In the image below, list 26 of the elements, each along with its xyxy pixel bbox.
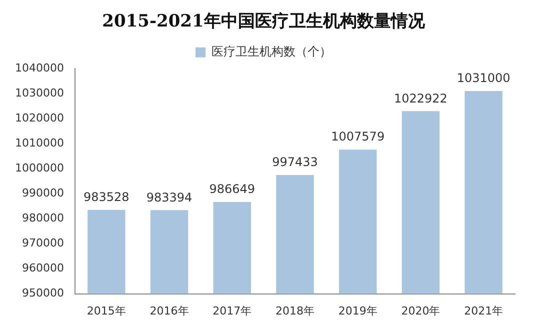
data-label: 983528: [84, 190, 130, 204]
data-label: 1022922: [394, 91, 448, 106]
data-label: 986649: [209, 182, 256, 196]
legend-label: 医疗卫生机构数（个）: [212, 44, 332, 59]
y-tick-label: 990000: [22, 186, 64, 200]
x-tick-label: 2020年: [401, 304, 440, 318]
data-label: 983394: [146, 190, 192, 204]
y-tick-label: 1030000: [14, 86, 64, 100]
data-label: 1007579: [331, 130, 385, 144]
data-label: 1031000: [456, 71, 510, 86]
x-tick-label: 2016年: [150, 304, 189, 318]
x-tick-label: 2017年: [212, 304, 252, 318]
x-tick-label: 2019年: [338, 304, 378, 318]
y-tick-label: 1020000: [14, 111, 64, 124]
y-tick-label: 1000000: [14, 161, 64, 174]
y-tick-label: 980000: [22, 212, 64, 225]
y-tick-label: 1010000: [14, 136, 64, 150]
y-tick-label: 1040000: [14, 61, 64, 74]
y-tick-label: 970000: [22, 236, 64, 250]
data-label: 997433: [272, 155, 318, 170]
y-tick-label: 960000: [22, 262, 64, 275]
chart-title: 2015-2021年中国医疗卫生机构数量情况: [102, 12, 426, 32]
x-tick-label: 2021年: [464, 304, 504, 318]
x-tick-label: 2015年: [86, 304, 126, 318]
y-tick-label: 950000: [22, 286, 64, 300]
x-tick-label: 2018年: [275, 304, 314, 318]
